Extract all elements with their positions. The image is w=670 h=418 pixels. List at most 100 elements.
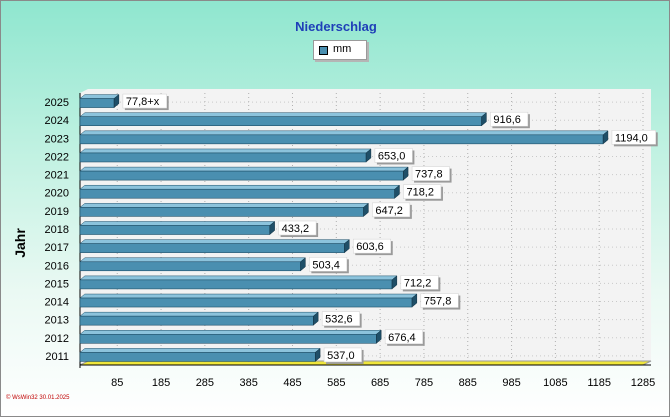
data-label-box: [490, 111, 529, 127]
y-tick-label: 2025: [45, 97, 69, 109]
y-tick-label: 2021: [45, 170, 69, 182]
data-label-box: [403, 184, 442, 199]
y-tick-label: 2024: [45, 115, 69, 127]
chart-title: Niederschlag: [295, 19, 377, 34]
data-label: 712,2: [404, 277, 432, 289]
y-tick-label: 2011: [45, 351, 69, 363]
data-label-box: [372, 202, 411, 218]
data-label: 503,4: [312, 259, 340, 271]
x-tick-label: 1285: [631, 377, 655, 389]
bar-end-face: [481, 112, 487, 127]
bar-top-face: [79, 94, 120, 99]
bar-end-face: [313, 311, 319, 326]
data-label: 603,6: [356, 241, 384, 253]
x-tick-label: 485: [283, 377, 301, 389]
x-tick-label: 385: [240, 377, 258, 389]
bar: [79, 170, 404, 181]
y-tick-label: 2017: [45, 242, 69, 254]
bar-end-face: [113, 94, 120, 109]
bar-end-face: [365, 148, 372, 163]
x-tick-label: 785: [415, 377, 433, 389]
x-tick-label: 885: [459, 377, 477, 389]
bar-top-face: [79, 275, 398, 281]
bar-top-face: [79, 221, 276, 226]
bar-end-face: [344, 239, 350, 254]
data-label: 433,2: [282, 223, 310, 235]
data-label-box: [122, 93, 167, 109]
data-label-box: [309, 257, 348, 272]
bar: [79, 261, 301, 272]
y-tick-label: 2014: [45, 297, 69, 309]
data-label-box: [321, 311, 360, 326]
bar-end-face: [394, 184, 400, 199]
bar-end-face: [315, 347, 321, 362]
y-tick-label: 2016: [45, 260, 69, 272]
data-label: 647,2: [375, 205, 403, 217]
bar: [79, 207, 364, 217]
footer-credit: © WsWin32 30.01.2025: [6, 395, 70, 401]
data-label-box: [278, 220, 317, 236]
data-label-box: [611, 130, 656, 145]
y-tick-label: 2020: [45, 188, 69, 200]
bar: [79, 152, 367, 163]
data-label: 1194,0: [615, 132, 648, 144]
legend-label: mm: [333, 43, 352, 55]
bar-end-face: [403, 166, 409, 181]
bar-top-face: [79, 330, 382, 335]
x-tick-label: 985: [502, 377, 520, 389]
bar: [79, 98, 115, 108]
bar-top-face: [79, 203, 370, 208]
bar: [79, 134, 604, 145]
legend: mm: [313, 40, 367, 60]
bar-top-face: [79, 166, 409, 172]
bar-end-face: [269, 220, 275, 236]
bar: [79, 333, 377, 344]
bar: [79, 352, 316, 362]
bar-top-face: [79, 130, 609, 136]
data-label: 737,8: [415, 169, 443, 181]
y-tick-label: 2023: [45, 133, 69, 145]
y-tick-label: 2015: [45, 278, 69, 290]
bar-top-face: [79, 148, 372, 154]
x-tick-label: 1185: [587, 377, 611, 389]
x-tick-label: 1085: [543, 377, 567, 389]
data-label: 77,8+x: [126, 96, 160, 108]
bar-top-face: [79, 311, 319, 317]
bar-end-face: [300, 257, 306, 272]
bar-end-face: [411, 293, 418, 308]
data-label-box: [400, 275, 439, 290]
bar: [79, 279, 393, 290]
y-tick-label: 2013: [45, 315, 69, 327]
bar-top-face: [79, 239, 350, 244]
data-label: 532,6: [325, 314, 353, 326]
bar-end-face: [376, 329, 382, 344]
bar-top-face: [79, 293, 418, 299]
y-tick-label: 2019: [45, 206, 69, 218]
bar: [79, 188, 395, 199]
x-tick-label: 85: [111, 377, 123, 389]
data-label: 916,6: [493, 114, 521, 126]
data-label-box: [420, 293, 459, 308]
data-label: 718,2: [406, 187, 434, 199]
data-label: 653,0: [378, 150, 406, 162]
legend-swatch: [319, 46, 328, 55]
x-tick-label: 585: [327, 377, 345, 389]
x-tick-label: 685: [371, 377, 389, 389]
data-label: 757,8: [424, 296, 452, 308]
bar: [79, 315, 314, 326]
bar: [79, 225, 271, 235]
bar: [79, 116, 482, 126]
bar-top-face: [79, 184, 401, 190]
bar: [79, 297, 413, 308]
y-tick-label: 2022: [45, 151, 69, 163]
bar-end-face: [391, 275, 398, 290]
data-label-box: [384, 329, 423, 345]
data-label: 676,4: [388, 332, 416, 344]
bar-end-face: [602, 130, 609, 145]
data-label: 537,0: [327, 350, 355, 362]
x-tick-label: 185: [152, 377, 170, 389]
data-label-box: [353, 238, 392, 254]
bar-top-face: [79, 257, 307, 263]
